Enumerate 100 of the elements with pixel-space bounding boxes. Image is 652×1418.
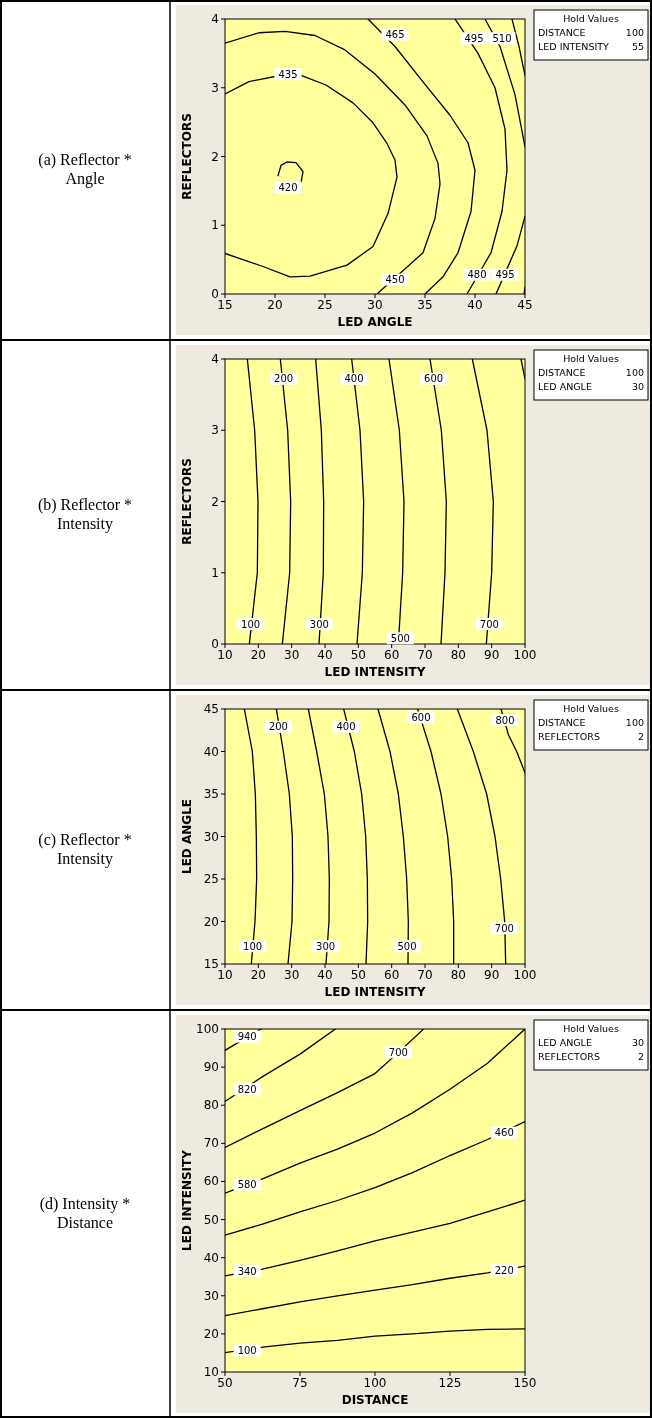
annotation: 600	[411, 712, 431, 723]
text: REFLECTORS	[538, 731, 600, 742]
annotation: 300	[309, 618, 329, 630]
annotation: 510	[492, 32, 512, 44]
annotation: 220	[494, 1264, 514, 1276]
annotation: 300	[316, 940, 336, 952]
x-tick-label: 70	[417, 968, 433, 982]
y-tick-label: 20	[203, 914, 219, 929]
text: LED INTENSITY	[538, 41, 610, 52]
x-tick-label: 40	[317, 648, 333, 662]
y-tick-label: 4	[211, 12, 219, 26]
text: 100	[625, 717, 644, 728]
text: 2	[637, 1051, 644, 1062]
x-tick-label: 30	[284, 648, 300, 662]
annotation: 460	[494, 1127, 514, 1139]
x-axis-title: LED INTENSITY	[324, 985, 426, 999]
x-axis-title: DISTANCE	[341, 1393, 409, 1407]
y-tick-label: 1	[211, 565, 219, 580]
text: Hold Values	[563, 13, 619, 24]
y-tick-label: 45	[203, 702, 219, 716]
annotation: 340	[237, 1265, 257, 1277]
x-tick-label: 100	[363, 1376, 387, 1390]
text: 100	[625, 367, 644, 378]
y-tick-label: 20	[203, 1326, 219, 1341]
y-tick-label: 90	[203, 1060, 219, 1075]
y-axis-title: REFLECTORS	[180, 458, 194, 545]
annotation: 100	[241, 618, 261, 630]
text: (c) Reflector * Intensity	[38, 830, 132, 868]
y-tick-label: 40	[203, 744, 219, 759]
annotation: 400	[344, 373, 364, 385]
text: Hold Values	[563, 703, 619, 714]
text: DISTANCE	[538, 717, 586, 728]
x-tick-label: 20	[250, 968, 266, 982]
annotation: 500	[397, 940, 417, 952]
y-tick-label: 40	[203, 1250, 219, 1265]
y-tick-label: 1	[211, 218, 219, 233]
y-tick-label: 30	[203, 829, 219, 844]
annotation: 200	[268, 721, 288, 733]
x-tick-label: 50	[350, 968, 366, 982]
y-tick-label: 2	[211, 149, 219, 164]
text: 30	[631, 1037, 644, 1048]
x-tick-label: 90	[484, 648, 500, 662]
text: 55	[631, 41, 644, 52]
y-tick-label: 10	[203, 1365, 219, 1379]
annotation: 820	[237, 1083, 257, 1095]
x-tick-label: 100	[513, 968, 537, 982]
annotation: 450	[385, 274, 405, 286]
y-tick-label: 80	[203, 1098, 219, 1113]
x-tick-label: 30	[284, 968, 300, 982]
text: Hold Values	[563, 353, 619, 364]
annotation: 600	[424, 373, 444, 385]
x-tick-label: 60	[384, 648, 400, 662]
x-axis-title: LED INTENSITY	[324, 665, 426, 679]
annotation: 495	[464, 32, 484, 44]
text: 2	[637, 731, 644, 742]
x-tick-label: 35	[417, 298, 433, 312]
y-tick-label: 25	[203, 872, 219, 886]
text: DISTANCE	[538, 367, 586, 378]
x-tick-label: 100	[513, 648, 537, 662]
text: (a) Reflector * Angle	[38, 150, 132, 188]
x-tick-label: 90	[484, 968, 500, 982]
x-tick-label: 40	[317, 968, 333, 982]
x-tick-label: 25	[317, 298, 333, 312]
y-tick-label: 30	[203, 1288, 219, 1303]
annotation: 480	[467, 269, 487, 281]
text: LED ANGLE	[538, 381, 592, 392]
y-tick-label: 100	[196, 1022, 219, 1036]
y-tick-label: 0	[211, 287, 219, 301]
x-axis-title: LED ANGLE	[337, 315, 413, 329]
annotation: 800	[495, 714, 515, 726]
annotation: 580	[237, 1179, 257, 1191]
text: REFLECTORS	[538, 1051, 600, 1062]
annotation: 465	[385, 29, 405, 41]
y-tick-label: 3	[211, 423, 219, 438]
text: (b) Reflector * Intensity	[37, 495, 133, 533]
x-tick-label: 20	[250, 648, 266, 662]
y-tick-label: 15	[203, 957, 219, 971]
x-tick-label: 80	[450, 968, 466, 982]
annotation: 200	[274, 373, 294, 385]
annotation: 100	[243, 940, 263, 952]
y-axis-title: LED ANGLE	[180, 798, 194, 875]
y-tick-label: 3	[211, 80, 219, 95]
x-tick-label: 150	[513, 1376, 537, 1390]
y-tick-label: 50	[203, 1212, 219, 1227]
annotation: 700	[479, 618, 499, 630]
annotation: 420	[278, 181, 298, 193]
y-tick-label: 2	[211, 494, 219, 509]
text: DISTANCE	[538, 27, 586, 38]
x-tick-label: 50	[350, 648, 366, 662]
x-tick-label: 70	[417, 648, 433, 662]
x-tick-label: 75	[292, 1376, 308, 1390]
x-tick-label: 80	[450, 648, 466, 662]
text: 30	[631, 381, 644, 392]
x-tick-label: 30	[367, 298, 383, 312]
annotation: 100	[237, 1345, 257, 1357]
y-tick-label: 35	[203, 787, 219, 801]
annotation: 940	[237, 1031, 257, 1043]
x-tick-label: 20	[267, 298, 283, 312]
text: (d) Intensity * Distance	[39, 1194, 131, 1231]
text: 100	[625, 27, 644, 38]
